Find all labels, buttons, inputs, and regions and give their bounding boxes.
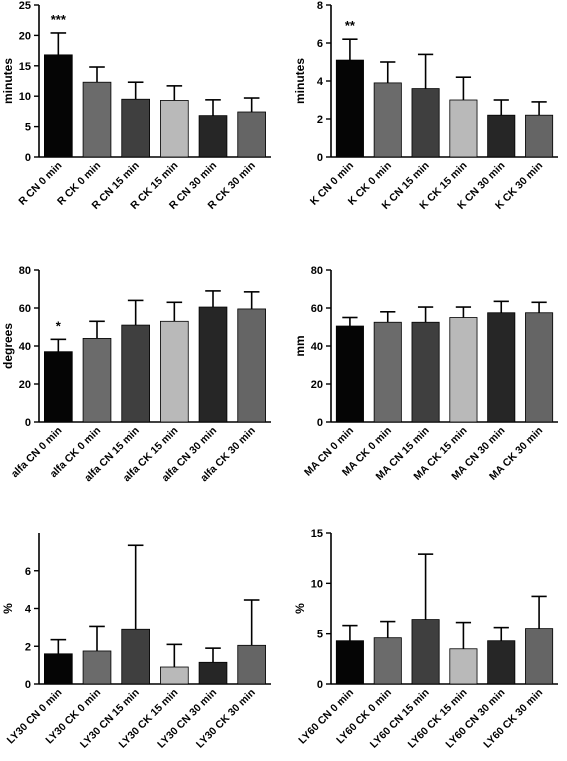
y-tick-label: 0: [25, 679, 31, 691]
bar: [335, 640, 364, 685]
y-tick-label: 0: [317, 679, 323, 691]
y-axis-label: degrees: [1, 323, 15, 369]
bar: [160, 666, 189, 685]
bar: [525, 312, 554, 423]
bar: [335, 325, 364, 423]
y-axis-label: minutes: [1, 58, 15, 104]
y-tick-label: 6: [25, 566, 31, 578]
bar: [411, 619, 440, 685]
y-tick-label: 8: [317, 0, 323, 12]
bar: [487, 114, 516, 158]
y-tick-label: 20: [19, 379, 31, 391]
bar: [525, 628, 554, 685]
y-tick-label: 60: [311, 303, 323, 315]
bar: [82, 337, 112, 423]
y-tick-label: 40: [19, 341, 31, 353]
significance-marker: *: [56, 318, 62, 333]
bar: [373, 82, 402, 158]
bar: [44, 351, 73, 423]
bar: [373, 321, 402, 423]
bar: [121, 324, 150, 423]
bar: [44, 54, 73, 158]
y-tick-label: 60: [19, 303, 31, 315]
bar: [82, 650, 112, 685]
y-tick-label: 40: [311, 341, 323, 353]
bar: [237, 111, 266, 158]
y-tick-label: 20: [19, 30, 31, 42]
bar: [373, 637, 402, 685]
bar: [449, 648, 478, 685]
y-tick-label: 10: [311, 578, 323, 590]
bar: [449, 99, 478, 158]
bar: [411, 321, 440, 423]
bar: [237, 308, 266, 423]
y-tick-label: 15: [311, 528, 323, 540]
bar: [121, 98, 150, 158]
bar: [237, 644, 266, 685]
y-tick-label: 2: [317, 114, 323, 126]
bar: [160, 320, 189, 423]
y-tick-label: 15: [19, 61, 31, 73]
y-tick-label: 0: [317, 152, 323, 164]
y-tick-label: 5: [25, 122, 31, 134]
y-axis-label: %: [293, 603, 307, 614]
y-tick-label: 0: [25, 152, 31, 164]
y-tick-label: 0: [317, 417, 323, 429]
y-tick-label: 10: [19, 91, 31, 103]
y-tick-label: 0: [25, 417, 31, 429]
bar: [487, 312, 516, 423]
significance-marker: **: [345, 18, 356, 33]
y-tick-label: 5: [317, 629, 323, 641]
y-tick-label: 20: [311, 379, 323, 391]
y-tick-label: 2: [25, 641, 31, 653]
bar: [335, 59, 364, 158]
bar: [449, 317, 478, 423]
y-tick-label: 80: [19, 265, 31, 277]
bar: [121, 628, 150, 685]
y-tick-label: 4: [25, 604, 32, 616]
bar: [198, 661, 228, 685]
y-tick-label: 25: [19, 0, 31, 12]
y-axis-label: minutes: [293, 58, 307, 104]
bar: [525, 114, 554, 158]
bar: [82, 81, 112, 158]
bar: [198, 115, 228, 158]
y-tick-label: 80: [311, 265, 323, 277]
bar: [198, 306, 228, 423]
y-axis-label: mm: [293, 335, 307, 356]
y-tick-label: 6: [317, 38, 323, 50]
significance-marker: ***: [51, 12, 67, 27]
bar: [44, 653, 73, 685]
y-tick-label: 4: [317, 76, 324, 88]
y-axis-label: %: [1, 603, 15, 614]
bar: [411, 88, 440, 158]
bar: [487, 640, 516, 685]
bar: [160, 100, 189, 158]
